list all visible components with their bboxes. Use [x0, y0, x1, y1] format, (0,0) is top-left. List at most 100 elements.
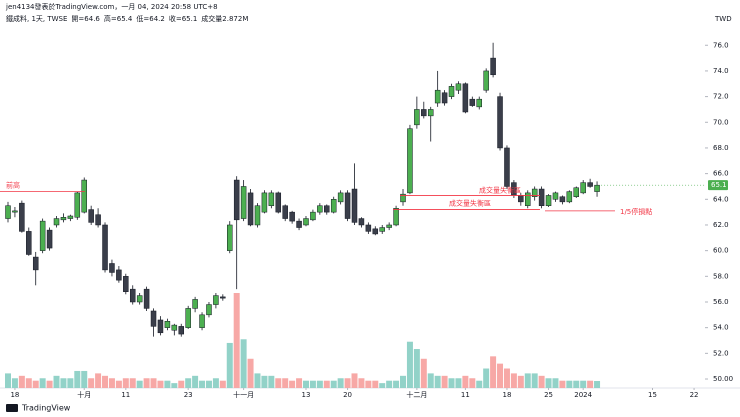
- candle-body: [344, 192, 351, 219]
- candle-body: [129, 288, 136, 303]
- volume-bar: [25, 378, 32, 388]
- candle-body: [282, 205, 288, 219]
- volume-bar: [503, 368, 510, 388]
- candle-body: [81, 179, 87, 213]
- candle-body: [559, 196, 566, 203]
- info-item: 65.1: [182, 15, 198, 23]
- volume-bar: [115, 380, 122, 388]
- annotation-text: 前高: [6, 181, 20, 190]
- volume-bar: [580, 380, 587, 388]
- candle-body: [74, 192, 81, 218]
- volume-bar: [517, 375, 524, 388]
- volume-bar: [490, 356, 497, 388]
- volume-bar: [372, 380, 379, 388]
- candle-body: [566, 191, 573, 203]
- x-tick-label: 11: [461, 391, 470, 399]
- volume-bar: [102, 375, 109, 388]
- x-tick-label: 13: [302, 391, 311, 399]
- candle-body: [483, 70, 489, 91]
- y-tick-label: 56.0: [713, 298, 729, 306]
- candle-body: [178, 326, 184, 335]
- candle-body: [19, 202, 25, 232]
- y-tick-label: 58.0: [713, 272, 729, 280]
- volume-bar: [88, 378, 95, 388]
- candle-body: [351, 188, 358, 223]
- volume-bar: [483, 368, 490, 388]
- y-tick-label: 62.0: [713, 221, 729, 229]
- volume-bar: [462, 375, 469, 388]
- y-tick-label: 76.0: [713, 41, 729, 49]
- volume-bar: [74, 370, 81, 388]
- x-tick-label: 18: [502, 391, 511, 399]
- candle-body: [88, 209, 94, 223]
- candle-body: [53, 218, 60, 226]
- volume-bar: [552, 378, 559, 388]
- candle-body: [116, 269, 122, 281]
- x-tick-label: 20: [343, 391, 352, 399]
- x-tick-label: 2024: [574, 391, 592, 399]
- candle-body: [573, 187, 580, 197]
- candle-body: [32, 256, 39, 271]
- volume-bar: [136, 380, 143, 388]
- candle-body: [531, 188, 538, 197]
- candle-body: [233, 179, 240, 221]
- candle-body: [247, 192, 254, 226]
- volume-bar: [289, 380, 296, 388]
- candle-body: [386, 224, 392, 228]
- info-item: 高=: [104, 14, 117, 23]
- volume-bar: [330, 380, 337, 388]
- volume-bar: [455, 378, 462, 388]
- candle-body: [123, 276, 129, 292]
- candle-body: [171, 324, 178, 331]
- volume-bar: [178, 380, 185, 388]
- info-item: 2.872M: [222, 15, 248, 23]
- volume-bar: [122, 378, 129, 388]
- volume-bar: [323, 380, 330, 388]
- info-item: 鐵成料, 1天, TWSE: [6, 14, 67, 23]
- volume-bar: [171, 383, 178, 388]
- candle-body: [448, 86, 455, 97]
- candle-body: [358, 218, 365, 226]
- candle-body: [227, 224, 233, 251]
- x-tick-label: 22: [690, 391, 699, 399]
- x-tick-label: 十二月: [406, 390, 427, 399]
- y-tick-label: 54.0: [713, 324, 729, 332]
- candle-body: [95, 214, 101, 226]
- candle-body: [164, 320, 171, 328]
- candle-body: [254, 205, 261, 226]
- candle-body: [12, 210, 18, 213]
- volume-bar: [129, 378, 136, 388]
- volume-bar: [233, 293, 240, 388]
- volume-bar: [393, 380, 400, 388]
- candle-body: [261, 192, 268, 213]
- candle-body: [185, 308, 191, 328]
- volume-bar: [268, 375, 275, 388]
- volume-bar: [469, 378, 476, 388]
- volume-bar: [427, 373, 434, 388]
- annotation-text: 1/5停損點: [620, 207, 652, 216]
- x-tick-label: 十月: [77, 390, 91, 399]
- y-tick-label: 60.0: [713, 247, 729, 255]
- candle-body: [109, 263, 115, 273]
- candle-body: [150, 310, 157, 327]
- candle-body: [192, 299, 198, 309]
- candle-body: [317, 205, 323, 213]
- volume-bar: [379, 383, 386, 388]
- volume-bar: [413, 349, 420, 388]
- candle-body: [60, 217, 67, 221]
- candle-body: [39, 220, 46, 251]
- info-item: 開=: [71, 15, 84, 23]
- x-tick-label: 十一月: [233, 390, 254, 399]
- volume-bar: [524, 373, 531, 388]
- volume-bar: [164, 380, 171, 388]
- volume-bar: [143, 378, 150, 388]
- volume-bar: [497, 363, 504, 388]
- volume-bar: [302, 380, 309, 388]
- volume-bar: [386, 380, 393, 388]
- volume-bar: [434, 375, 441, 388]
- info-item: 64.2: [149, 15, 165, 23]
- volume-bar: [531, 373, 538, 388]
- info-item: 成交量: [201, 14, 222, 23]
- volume-bar: [254, 373, 261, 388]
